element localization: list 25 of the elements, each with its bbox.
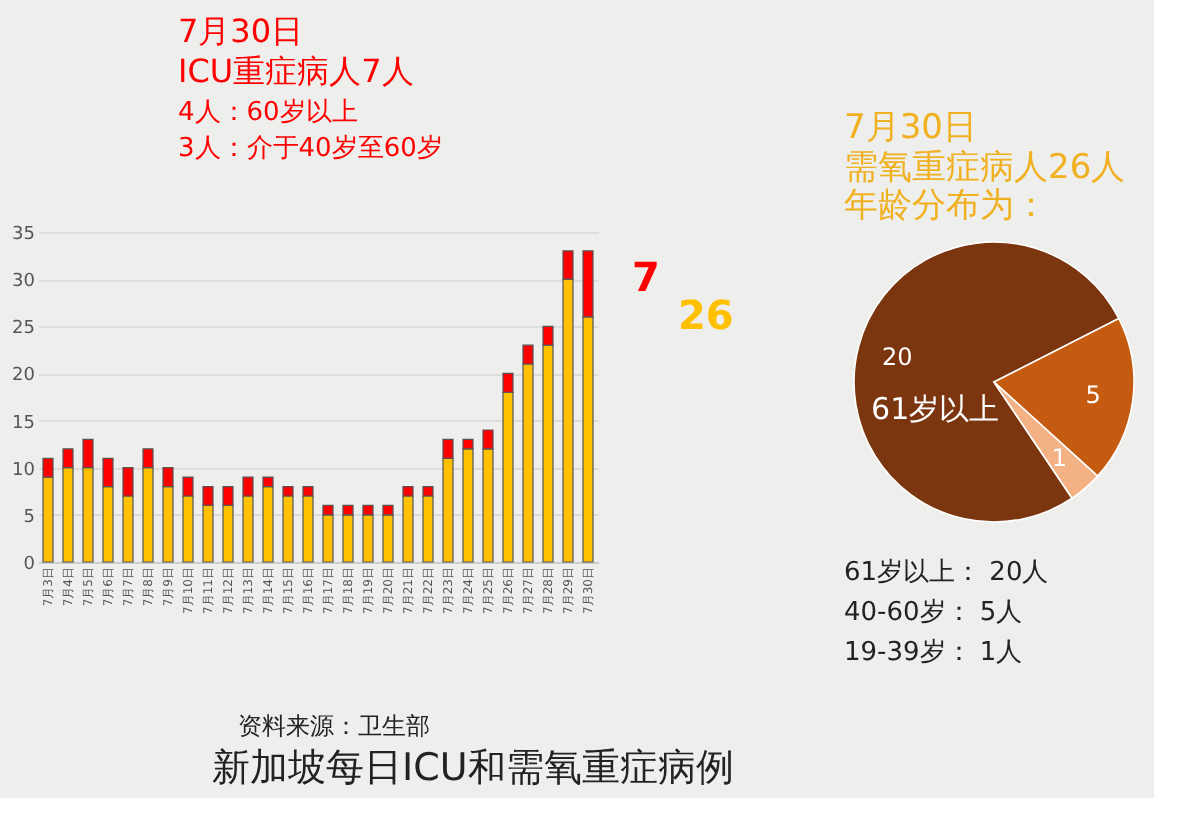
text: 3人：介于40岁至60岁 [178, 134, 443, 164]
y-tick-label: 5 [23, 507, 35, 528]
chart-subtitle: 需氧重症病人26人年龄分布为： [844, 148, 1126, 226]
annotation: 26 [678, 290, 734, 339]
data-label: 1 [1051, 443, 1068, 472]
data-label: 20 [881, 342, 913, 371]
y-tick-label: 30 [12, 272, 36, 293]
text: 7月30日 [178, 12, 304, 50]
text: 61岁以上： 20人 [844, 558, 1049, 588]
text: 40-60岁： 5人 [844, 598, 1023, 628]
data-label: 5 [1085, 381, 1101, 410]
text: 资料来源：卫生部 [238, 712, 430, 740]
text: ICU重症病人7人 [178, 52, 414, 90]
y-tick-label: 35 [12, 225, 35, 245]
y-tick-label: 0 [23, 555, 36, 575]
y-tick-label: 15 [12, 413, 35, 434]
text: 4人：60岁以上 [178, 98, 358, 128]
chart-title: 7月30日 [844, 108, 977, 148]
annotation: 7 [632, 253, 660, 302]
text: 19-39岁： 1人 [844, 638, 1023, 668]
y-tick-label: 20 [12, 366, 36, 387]
y-tick-label: 10 [12, 460, 36, 481]
text: 新加坡每日ICU和需氧重症病例 [212, 746, 734, 790]
y-tick-label: 25 [12, 319, 35, 340]
slice-label: 61岁以上 [871, 390, 1000, 427]
